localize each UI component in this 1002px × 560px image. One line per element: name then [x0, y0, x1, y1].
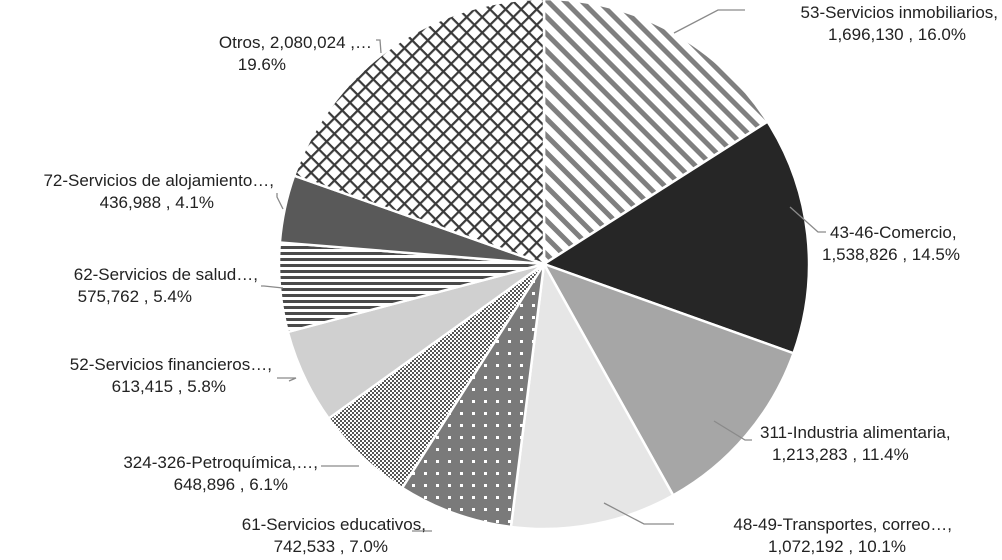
pie-slice-43-46-comercio: [542, 120, 811, 355]
data-label-name-52-servicios-financieros: 52-Servicios financieros…,: [70, 355, 272, 374]
pie-slice-48-49-transportes-correo: [509, 262, 675, 531]
data-label-value-53-servicios-inmobiliarios: 1,696,130 , 16.0%: [828, 25, 966, 44]
pie-slice-311-industria-alimentaria: [542, 262, 795, 497]
data-label-value-324-326-petroquimica: 648,896 , 6.1%: [174, 475, 288, 494]
data-label-name-43-46-comercio: 43-46-Comercio,: [830, 223, 957, 242]
leader-line-62-servicios-de-salud: [261, 285, 284, 289]
data-label-value-62-servicios-de-salud: 575,762 , 5.4%: [78, 287, 192, 306]
pie-slice-61-servicios-educativos: [400, 262, 546, 529]
data-label-name-62-servicios-de-salud: 62-Servicios de salud…,: [74, 265, 258, 284]
pie-slice-53-servicios-inmobiliarios: [542, 0, 769, 266]
data-label-value-72-servicios-de-alojamiento: 436,988 , 4.1%: [100, 193, 214, 212]
leader-line-43-46-comercio: [789, 206, 826, 233]
leader-line-72-servicios-de-alojamiento: [276, 193, 284, 210]
data-label-name-53-servicios-inmobiliarios: 53-Servicios inmobiliarios,: [801, 3, 998, 22]
pie-slice-otros: [292, 0, 546, 266]
leader-line-53-servicios-inmobiliarios: [673, 9, 745, 34]
leader-line-48-49-transportes-correo: [603, 502, 674, 525]
data-label-name-324-326-petroquimica: 324-326-Petroquímica,…,: [123, 453, 318, 472]
data-label-name-311-industria-alimentaria: 311-Industria alimentaria,: [760, 423, 951, 442]
data-label-value-43-46-comercio: 1,538,826 , 14.5%: [822, 245, 960, 264]
data-label-value-61-servicios-educativos: 742,533 , 7.0%: [274, 537, 388, 556]
data-label-name-otros: Otros, 2,080,024 ,…: [219, 33, 372, 52]
data-label-value-48-49-transportes-correo: 1,072,192 , 10.1%: [768, 537, 906, 556]
data-label-name-72-servicios-de-alojamiento: 72-Servicios de alojamiento…,: [43, 171, 274, 190]
data-label-name-61-servicios-educativos: 61-Servicios educativos,: [242, 515, 426, 534]
data-label-value-311-industria-alimentaria: 1,213,283 , 11.4%: [772, 445, 909, 464]
data-label-value-52-servicios-financieros: 613,415 , 5.8%: [112, 377, 226, 396]
leader-line-otros: [376, 39, 382, 54]
data-label-name-48-49-transportes-correo: 48-49-Transportes, correo…,: [733, 515, 952, 534]
leader-line-311-industria-alimentaria: [713, 420, 752, 441]
leader-line-52-servicios-financieros: [277, 377, 297, 382]
data-label-value-otros: 19.6%: [238, 55, 286, 74]
